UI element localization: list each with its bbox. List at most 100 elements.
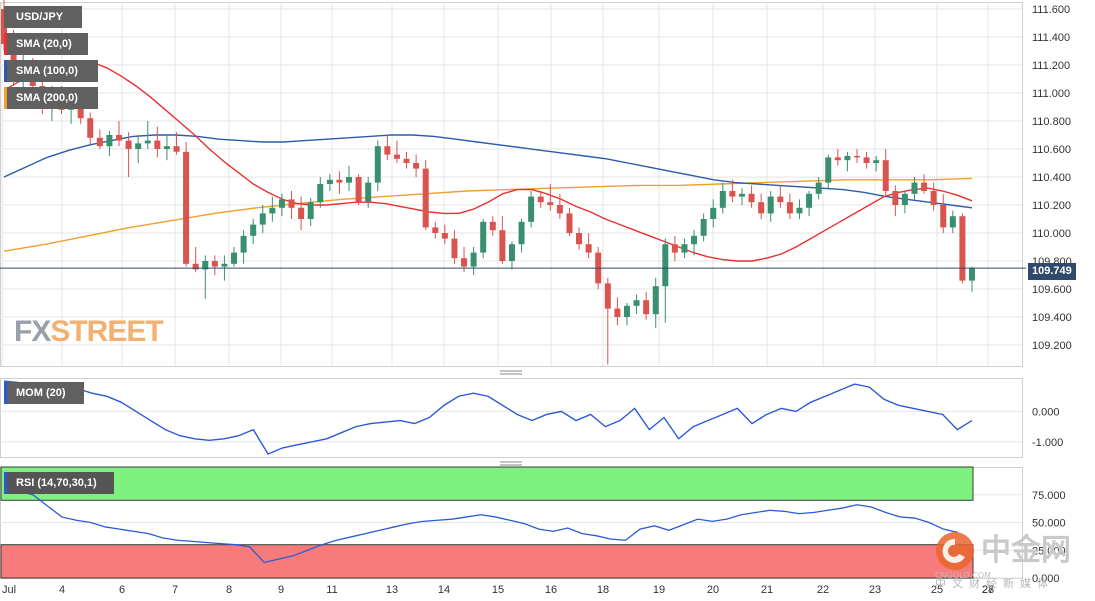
candle-body	[547, 202, 554, 205]
legend-sma200: SMA (200,0)	[4, 87, 98, 109]
candle-body	[758, 202, 765, 214]
y-tick-label: 109.200	[1032, 340, 1072, 352]
legend-rsi-label: RSI (14,70,30,1)	[16, 477, 97, 489]
x-tick-label: 14	[438, 584, 450, 596]
x-tick-label: Jul	[2, 584, 16, 596]
candle-body	[384, 146, 391, 155]
legend-sma100-label: SMA (100,0)	[16, 65, 78, 77]
sma100-swatch	[4, 60, 7, 82]
candle-body	[700, 219, 707, 236]
x-tick-label: 20	[707, 584, 719, 596]
candle-body	[480, 221, 487, 253]
candle-body	[250, 224, 257, 236]
oversold-zone	[0, 544, 974, 579]
x-tick-label: 7	[172, 584, 178, 596]
mom-grid	[0, 378, 1023, 458]
candle-body	[163, 146, 170, 149]
candle-body	[154, 140, 161, 149]
x-tick-label: 25	[931, 584, 943, 596]
candle-body	[508, 244, 515, 261]
candle-body	[729, 191, 736, 197]
candle-body	[815, 182, 822, 194]
sma20-path	[3, 60, 973, 262]
x-tick-label: 21	[761, 584, 773, 596]
candle-body	[144, 140, 151, 144]
candle-body	[671, 244, 678, 253]
candle-body	[374, 146, 381, 183]
y-tick-label: 110.800	[1032, 116, 1071, 128]
legend-mom-label: MOM (20)	[16, 387, 66, 399]
rsi-path	[3, 488, 959, 564]
candle-body	[623, 305, 630, 317]
candle-body	[96, 137, 103, 147]
candle-body	[173, 146, 180, 152]
candle-body	[748, 193, 755, 203]
watermark-fx: FX	[14, 315, 51, 348]
y-tick-label: 111.000	[1032, 88, 1070, 100]
candle-body	[844, 156, 851, 161]
candle-body	[221, 263, 228, 267]
candle-body	[211, 261, 218, 267]
candle-body	[317, 184, 324, 203]
x-tick-label: 8	[226, 584, 232, 596]
rsi-swatch	[4, 472, 7, 494]
axes	[500, 370, 522, 466]
candle-body	[298, 207, 305, 219]
candle-body	[202, 261, 209, 270]
candle-body	[921, 182, 928, 191]
candle-body	[87, 118, 94, 138]
candle-body	[892, 191, 899, 205]
candle-body	[873, 160, 880, 163]
sma100-path	[3, 134, 973, 209]
candle-body	[585, 244, 592, 253]
candle-body	[278, 199, 285, 208]
x-tick-label: 11	[326, 584, 337, 596]
candle-body	[662, 244, 669, 287]
candle-body	[691, 235, 698, 245]
legend-sma20-label: SMA (20,0)	[16, 38, 72, 50]
candle-body	[403, 158, 410, 163]
cngold-watermark: 中金网 CNGOLD.COM 中文财经新媒体	[935, 525, 1085, 595]
candle-body	[796, 207, 803, 214]
candle-body	[422, 168, 429, 228]
rsi-tick-label: 75.000	[1032, 490, 1066, 502]
candle-body	[940, 205, 947, 228]
candle-body	[786, 202, 793, 214]
cngold-url: CNGOLD.COM	[935, 571, 992, 580]
cngold-title: 中金网	[981, 533, 1071, 568]
mom-tick-label: 0.000	[1032, 406, 1060, 418]
current-price-value: 109.749	[1032, 265, 1072, 277]
cngold-sub: 中文财经新媒体	[935, 577, 1054, 590]
sma20-line	[3, 60, 973, 262]
rsi-tick-label: 25.000	[1032, 545, 1066, 557]
mom-tick-label: -1.000	[1032, 437, 1063, 449]
candle-body	[135, 143, 142, 149]
candle-body	[767, 196, 774, 214]
legend-rsi: RSI (14,70,30,1)	[4, 472, 114, 494]
candle-body	[259, 213, 266, 225]
candle-body	[643, 300, 650, 315]
candle-body	[77, 100, 84, 119]
x-tick-label: 18	[597, 584, 609, 596]
candle-body	[470, 252, 477, 267]
rsi-tick-label: 0.000	[1032, 573, 1060, 585]
y-tick-label: 109.400	[1032, 312, 1072, 324]
candle-body	[451, 238, 458, 259]
x-tick-label: 9	[278, 584, 284, 596]
candle-body	[413, 163, 420, 169]
candle-body	[518, 221, 525, 245]
sma20-swatch	[4, 33, 7, 55]
y-tick-label: 109.600	[1032, 284, 1072, 296]
tick-labels: 111.600 111.400 111.200 111.000 110.800 110.6…	[2, 4, 1072, 596]
candle-body	[604, 283, 611, 309]
candle-body	[710, 207, 717, 219]
panel-frame	[0, 378, 1023, 458]
y-tick-label: 110.400	[1032, 172, 1071, 184]
candle-body	[183, 151, 190, 264]
legend-mom: MOM (20)	[4, 382, 84, 404]
candle-body	[441, 233, 448, 239]
candle-body	[825, 157, 832, 183]
cngold-logo-icon	[936, 532, 974, 570]
y-tick-label: 111.600	[1032, 4, 1070, 16]
x-tick-label: 16	[545, 584, 557, 596]
